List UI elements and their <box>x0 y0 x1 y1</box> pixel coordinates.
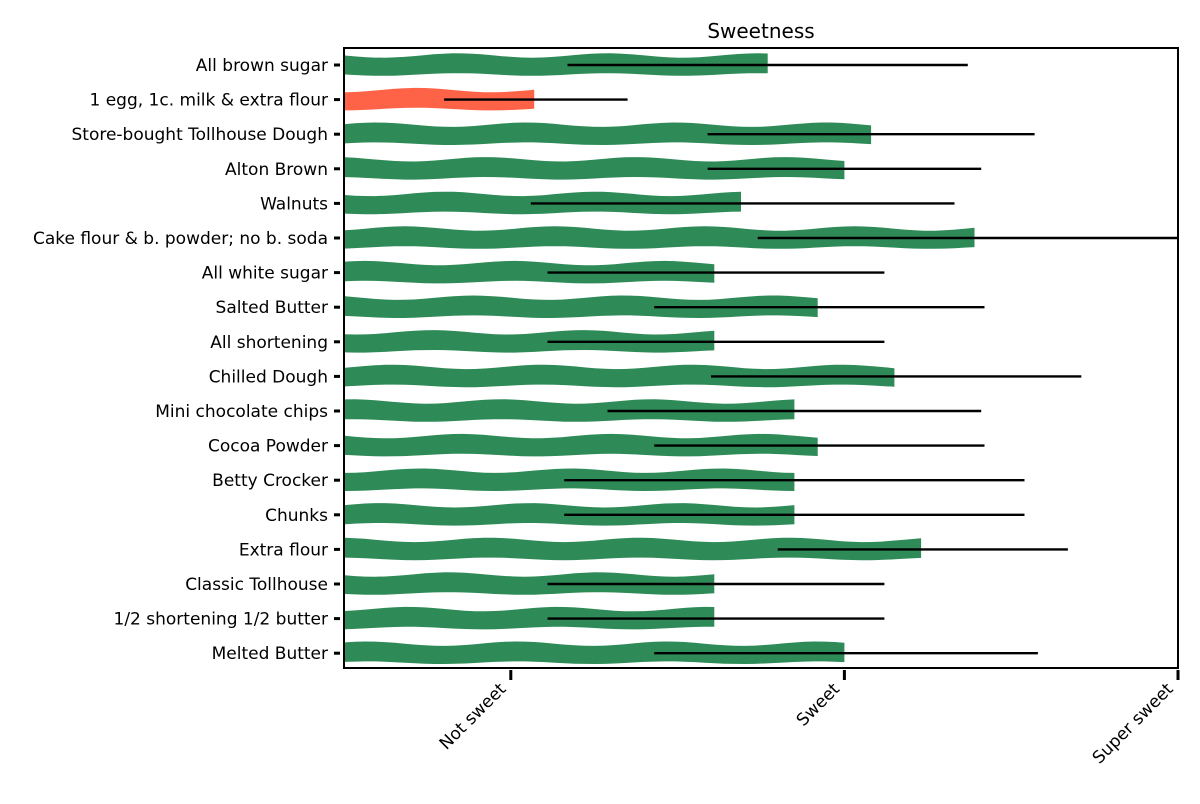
x-tick-label: Super sweet <box>1089 679 1178 768</box>
category-label: Mini chocolate chips <box>155 402 328 422</box>
category-label: Chunks <box>265 506 328 526</box>
bar <box>345 87 535 111</box>
bar <box>345 641 845 664</box>
x-tick-label: Not sweet <box>436 679 511 754</box>
category-label: All shortening <box>210 333 328 353</box>
chart-title: Sweetness <box>707 19 814 43</box>
bar <box>345 53 768 76</box>
x-axis: Not sweet Sweet Super sweet <box>436 670 1180 768</box>
bar <box>345 537 922 561</box>
category-label: 1/2 shortening 1/2 butter <box>114 610 328 630</box>
category-label: Salted Butter <box>216 298 328 318</box>
category-label: All brown sugar <box>196 56 328 76</box>
category-label: Cocoa Powder <box>208 437 328 457</box>
category-label: Betty Crocker <box>212 471 328 491</box>
bar <box>345 606 715 630</box>
error-bars-layer <box>444 63 1178 655</box>
category-label: Extra flour <box>239 540 328 560</box>
bar <box>345 226 975 249</box>
x-tick-label: Sweet <box>793 679 844 730</box>
category-label: Alton Brown <box>225 160 328 180</box>
category-label: Classic Tollhouse <box>185 575 328 595</box>
bar <box>345 364 895 388</box>
category-label: Chilled Dough <box>209 367 328 387</box>
category-label: Melted Butter <box>212 644 328 664</box>
bar <box>345 260 715 284</box>
bar <box>345 122 872 145</box>
category-label: All white sugar <box>202 264 328 284</box>
bar <box>345 330 715 353</box>
bar <box>345 399 795 422</box>
bar <box>345 572 715 595</box>
bar <box>345 157 845 180</box>
category-label: Store-bought Tollhouse Dough <box>71 125 328 145</box>
bar <box>345 295 818 318</box>
bar <box>345 433 818 457</box>
category-label: Walnuts <box>260 194 328 214</box>
y-axis: All brown sugar 1 egg, 1c. milk & extra f… <box>33 56 340 664</box>
category-label: Cake flour & b. powder; no b. soda <box>33 229 328 249</box>
bars-layer <box>345 53 975 664</box>
plot-frame <box>343 47 1179 669</box>
category-label: 1 egg, 1c. milk & extra flour <box>89 91 328 111</box>
